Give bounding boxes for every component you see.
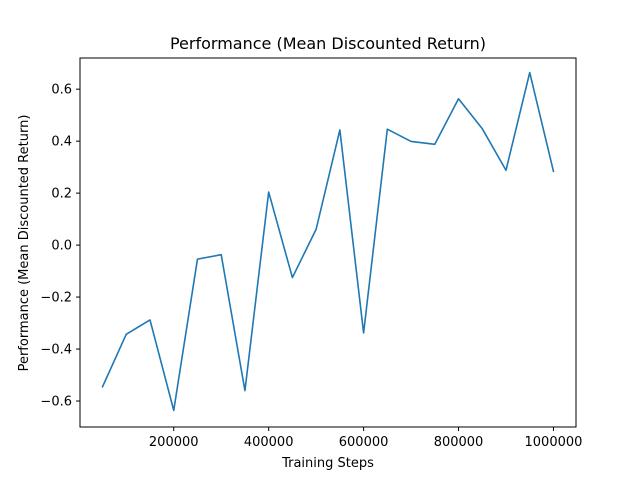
x-tick-label: 600000 [339, 435, 389, 450]
plot-area [79, 57, 577, 428]
x-axis: 200000 400000 600000 800000 1000000 [149, 427, 582, 450]
x-tick-label: 1000000 [525, 435, 583, 450]
y-tick-label: 0.6 [51, 83, 72, 98]
y-tick-label: −0.2 [40, 291, 72, 306]
y-tick-label: 0.0 [51, 239, 72, 254]
y-tick-label: 0.2 [51, 187, 72, 202]
x-tick-label: 400000 [244, 435, 294, 450]
y-tick-label: −0.6 [40, 395, 72, 410]
series-line-0 [101, 71, 555, 412]
chart-title: Performance (Mean Discounted Return) [170, 34, 486, 53]
x-tick-label: 800000 [434, 435, 484, 450]
x-axis-label: Training Steps [281, 456, 374, 471]
y-axis: −0.6 −0.4 −0.2 0.0 0.2 0.4 0.6 [40, 83, 80, 410]
plot-frame [79, 57, 577, 428]
y-tick-label: −0.4 [40, 343, 72, 358]
y-tick-label: 0.4 [51, 135, 72, 150]
x-tick-label: 200000 [149, 435, 199, 450]
y-axis-label: Performance (Mean Discounted Return) [17, 115, 32, 372]
